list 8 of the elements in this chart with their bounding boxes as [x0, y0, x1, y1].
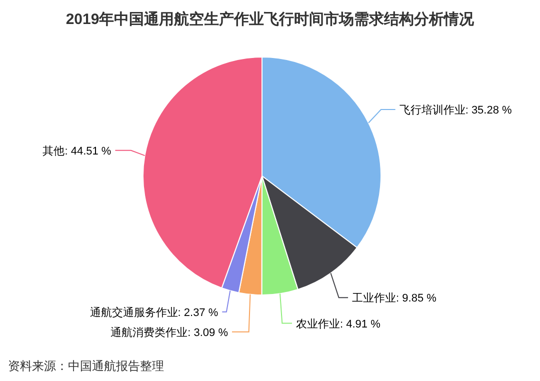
slice-label: 工业作业: 9.85 %	[352, 292, 437, 305]
text: 资料来源：中国通航报告整理	[8, 359, 164, 373]
slice-label: 通航交通服务作业: 2.37 %	[90, 306, 218, 319]
chart-title: 2019年中国通用航空生产作业飞行时间市场需求结构分析情况	[66, 10, 476, 28]
slice-label: 飞行培训作业: 35.28 %	[399, 104, 512, 117]
slice-label: 其他: 44.51 %	[42, 144, 112, 158]
slice-label: 农业作业: 4.91 %	[296, 317, 381, 330]
slice-label: 通航消费类作业: 3.09 %	[110, 326, 228, 339]
